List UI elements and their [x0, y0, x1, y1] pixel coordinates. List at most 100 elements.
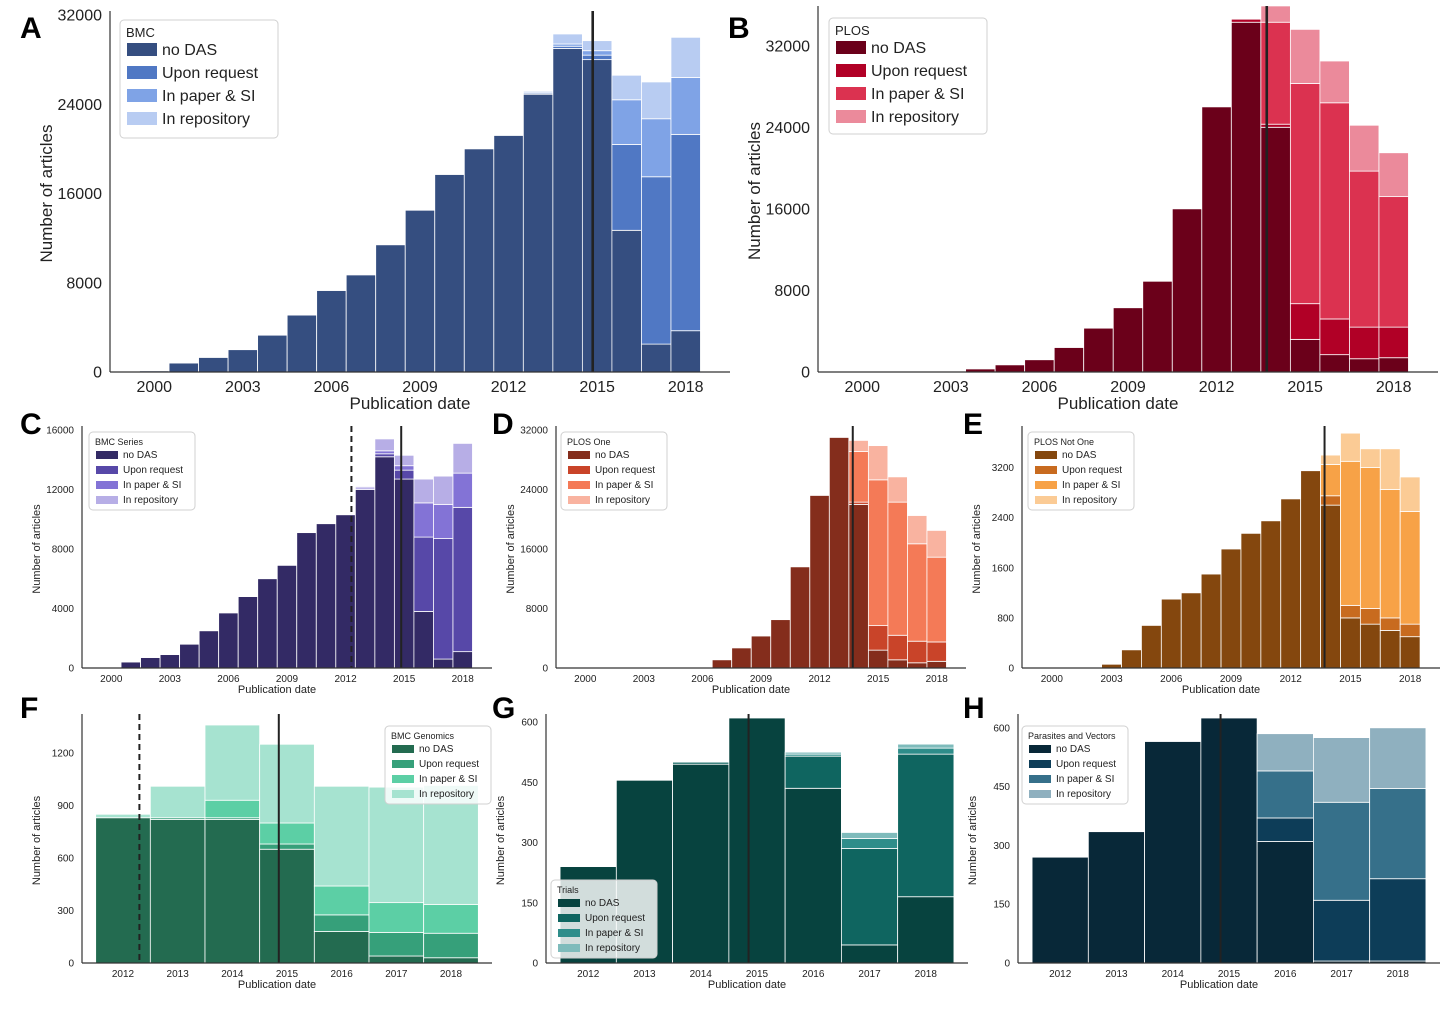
legend-label-d-1: Upon request — [595, 465, 655, 476]
bar-c-2009-series-0 — [276, 564, 298, 669]
bar-a-2008-series-0 — [375, 244, 406, 373]
y-tick-label-d-16000: 16000 — [520, 545, 548, 556]
bar-a-2009-series-0 — [404, 209, 436, 373]
bar-c-2017-series-3 — [433, 475, 454, 505]
bar-d-2011-series-0 — [789, 566, 811, 669]
legend-swatch-b-0 — [836, 41, 866, 54]
legend-swatch-g-1 — [558, 914, 580, 922]
chart-panel-a: 2000 2003 2006 2009 2012 2015 2018 0 8000 16000 24… — [37, 8, 730, 413]
legend-label-g-1: Upon request — [585, 913, 645, 924]
bar-c-2004-series-0 — [179, 643, 200, 669]
x-tick-label-g-2018: 2018 — [915, 969, 938, 980]
x-tick-label-d-2015: 2015 — [867, 674, 890, 685]
y-axis-label-c: Number of articles — [31, 504, 43, 594]
y-tick-label-b-8000: 8000 — [774, 283, 810, 300]
bar-b-2012-series-0 — [1201, 106, 1232, 373]
legend-swatch-a-3 — [127, 112, 157, 125]
panel-label-f: F — [20, 692, 39, 725]
bar-d-2018-series-2 — [926, 556, 947, 643]
legend-label-b-3: In repository — [871, 109, 959, 126]
bar-c-2007-series-0 — [237, 596, 259, 669]
bar-g-2014-series-1 — [672, 761, 730, 765]
y-tick-label-b-0: 0 — [801, 365, 810, 382]
bar-d-2018-series-0 — [926, 660, 947, 669]
bar-a-2018-series-3 — [670, 36, 701, 78]
x-tick-label-b-2018: 2018 — [1376, 379, 1412, 396]
bar-c-2014-series-3 — [374, 438, 395, 452]
bar-h-2017-series-1 — [1313, 899, 1371, 962]
x-tick-label-h-2012: 2012 — [1049, 969, 1072, 980]
x-tick-label-f-2012: 2012 — [112, 969, 135, 980]
y-tick-label-h-450: 450 — [993, 782, 1010, 793]
panel-label-d: D — [492, 408, 514, 441]
bar-f-2018-series-2 — [423, 903, 479, 934]
bar-e-2010-series-0 — [1240, 532, 1262, 669]
bar-d-2018-series-3 — [926, 530, 947, 558]
y-tick-label-c-12000: 12000 — [46, 485, 74, 496]
legend-label-f-3: In repository — [419, 789, 474, 800]
bar-b-2016-series-3 — [1319, 60, 1350, 104]
x-tick-label-a-2000: 2000 — [136, 379, 172, 396]
x-tick-label-d-2018: 2018 — [926, 674, 949, 685]
x-tick-label-c-2000: 2000 — [100, 674, 123, 685]
legend-label-a-2: In paper & SI — [162, 88, 255, 105]
y-tick-label-c-4000: 4000 — [52, 604, 75, 615]
bar-b-2016-series-2 — [1319, 102, 1350, 320]
bar-f-2016-series-2 — [313, 885, 370, 916]
legend-title-d: PLOS One — [567, 437, 611, 447]
x-tick-label-b-2012: 2012 — [1199, 379, 1235, 396]
y-tick-label-d-0: 0 — [542, 664, 548, 675]
bar-h-2016-series-0 — [1256, 841, 1314, 964]
legend-label-e-0: no DAS — [1062, 450, 1097, 461]
legend-box-a — [119, 19, 279, 139]
y-axis-label-b: Number of articles — [745, 122, 764, 260]
chart-panel-b: 2000 2003 2006 2009 2012 2015 2018 0 8000 16000 24… — [745, 5, 1438, 413]
legend-swatch-h-1 — [1029, 760, 1051, 768]
bar-f-2013-series-3 — [149, 785, 206, 819]
bar-b-2014-series-3 — [1260, 5, 1291, 23]
panel-label-a: A — [20, 12, 42, 45]
bar-b-2015-series-1 — [1289, 303, 1321, 340]
x-tick-label-a-2003: 2003 — [225, 379, 261, 396]
bar-h-2012-series-0 — [1031, 856, 1089, 964]
bar-e-2013-series-0 — [1300, 470, 1321, 669]
bar-b-2015-series-2 — [1289, 83, 1321, 305]
legend-label-a-1: Upon request — [162, 65, 259, 82]
bar-f-2016-series-0 — [313, 931, 370, 964]
x-tick-label-h-2013: 2013 — [1105, 969, 1128, 980]
bar-a-2002-series-0 — [198, 357, 229, 373]
y-axis-label-h: Number of articles — [967, 795, 979, 885]
bars-panel-d — [711, 437, 947, 669]
bar-e-2018-series-1 — [1399, 623, 1421, 638]
bar-a-2011-series-0 — [463, 148, 495, 373]
bar-g-2018-series-3 — [897, 743, 955, 749]
bar-h-2015-series-0 — [1200, 717, 1258, 964]
bars-panel-a — [139, 33, 701, 373]
legend-label-h-0: no DAS — [1056, 744, 1091, 755]
bar-d-2017-series-3 — [907, 515, 928, 545]
legend-swatch-e-0 — [1035, 451, 1057, 459]
bar-e-2009-series-0 — [1220, 548, 1242, 669]
bar-b-2005-series-0 — [994, 364, 1026, 373]
y-tick-label-d-8000: 8000 — [526, 604, 549, 615]
legend-label-d-2: In paper & SI — [595, 480, 653, 491]
bar-g-2017-series-2 — [841, 838, 899, 849]
y-tick-label-g-600: 600 — [521, 718, 538, 729]
bar-b-2015-series-3 — [1289, 28, 1321, 84]
y-axis-label-g: Number of articles — [495, 795, 507, 885]
bar-c-2017-series-0 — [433, 658, 454, 669]
bar-d-2016-series-3 — [887, 476, 908, 503]
y-tick-label-g-300: 300 — [521, 838, 538, 849]
y-axis-label-d: Number of articles — [505, 504, 517, 594]
bar-a-2001-series-0 — [168, 362, 199, 373]
x-axis-label-e: Publication date — [1182, 684, 1260, 696]
bar-f-2014-series-2 — [204, 799, 261, 819]
bar-a-2018-series-0 — [670, 330, 701, 373]
bar-a-2004-series-0 — [257, 334, 288, 373]
bar-d-2012-series-0 — [809, 495, 830, 669]
bar-c-2015-series-2 — [393, 465, 415, 471]
bar-c-2005-series-0 — [198, 630, 220, 669]
bar-e-2017-series-0 — [1379, 630, 1401, 669]
x-axis-label-a: Publication date — [350, 394, 471, 413]
